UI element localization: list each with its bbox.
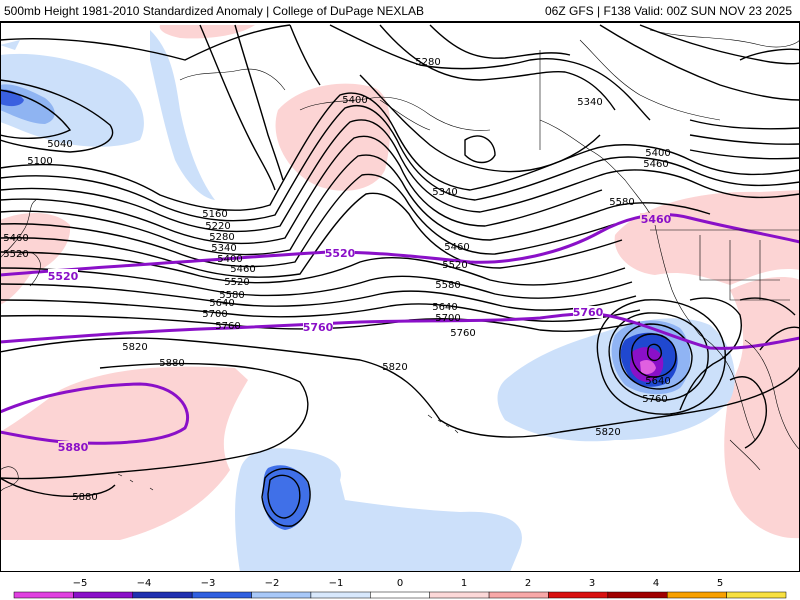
contour-label: 5880 [159,358,184,369]
legend-color-swatch [429,591,490,599]
contour-label: 5400 [342,95,367,106]
highlight-label: 5520 [325,247,356,260]
contour-label: 5520 [442,260,467,271]
anomaly-color-legend: −5 −4 −3 −2 −1 0 1 2 3 4 5 [13,578,787,599]
contour-label: 5640 [209,298,234,309]
highlight-label: 5760 [573,306,604,319]
contour-label: 5400 [645,148,670,159]
contour-label: 5280 [209,232,234,243]
contour-label: 5280 [415,57,440,68]
legend-color-swatch [13,591,74,599]
contour-label: 5640 [645,376,670,387]
coastlines [0,29,800,493]
height-contours [0,24,800,527]
legend-tick-label: −3 [201,578,216,589]
legend-color-swatch [548,591,609,599]
contour-label: 5460 [3,233,28,244]
contour-labels: 5040 5100 5160 5220 5280 5340 5400 5460 … [3,57,670,503]
legend-tick-label: −2 [265,578,280,589]
contour-label: 5760 [642,394,667,405]
legend-color-swatch [310,591,371,599]
height-anomaly-map: 5040 5100 5160 5220 5280 5340 5400 5460 … [0,22,800,572]
contour-label: 5820 [595,427,620,438]
legend-color-swatch [607,591,668,599]
contour-label: 5520 [224,277,249,288]
contour-label: 5220 [205,221,230,232]
contour-label: 5400 [217,254,242,265]
legend-color-swatch [191,591,252,599]
map-title: 500mb Height 1981-2010 Standardized Anom… [4,4,425,18]
contour-label: 5580 [435,280,460,291]
highlight-label: 5460 [641,213,672,226]
contour-label: 5760 [215,321,240,332]
legend-color-swatch [251,591,312,599]
legend-tick-label: 4 [653,578,659,589]
highlight-label: 5880 [58,441,89,454]
contour-label: 5340 [211,243,236,254]
legend-color-bar [13,591,787,599]
legend-tick-label: −1 [329,578,344,589]
contour-label: 5880 [72,492,97,503]
contour-label: 5820 [122,342,147,353]
legend-tick-label: 0 [397,578,403,589]
contour-label: 5340 [432,187,457,198]
contour-label: 5580 [219,290,244,301]
map-header: 500mb Height 1981-2010 Standardized Anom… [0,0,800,22]
legend-color-swatch [73,591,134,599]
legend-tick-label: 5 [717,578,723,589]
legend-color-swatch [726,591,787,599]
legend-color-swatch [666,591,727,599]
contour-label: 5460 [444,242,469,253]
legend-tick-label: −4 [137,578,152,589]
legend-tick-labels: −5 −4 −3 −2 −1 0 1 2 3 4 5 [73,578,724,589]
contour-label: 5700 [435,313,460,324]
legend-tick-label: 2 [525,578,531,589]
contour-label: 5820 [382,362,407,373]
contour-label: 5160 [202,209,227,220]
legend-color-swatch [370,591,430,599]
legend-color-swatch [132,591,193,599]
model-valid-time: 06Z GFS | F138 Valid: 00Z SUN NOV 23 202… [544,4,792,18]
contour-label: 5340 [577,97,602,108]
highlight-label: 5760 [303,321,334,334]
strong-negative-anomaly [0,84,691,530]
legend-color-swatch [488,591,549,599]
contour-label: 5040 [47,139,72,150]
contour-label: 5460 [230,264,255,275]
highlight-label: 5520 [48,270,79,283]
contour-label: 5640 [432,302,457,313]
highlight-contour-labels: 5520 5520 5460 5760 5760 5880 [48,213,672,454]
contour-label: 5580 [609,197,634,208]
contour-label: 5700 [202,309,227,320]
contour-label: 5760 [450,328,475,339]
legend-tick-label: −5 [73,578,88,589]
contour-label: 5460 [643,159,668,170]
contour-label: 5100 [27,156,52,167]
contour-label: 5520 [3,249,28,260]
legend-tick-label: 3 [589,578,595,589]
legend-tick-label: 1 [461,578,467,589]
